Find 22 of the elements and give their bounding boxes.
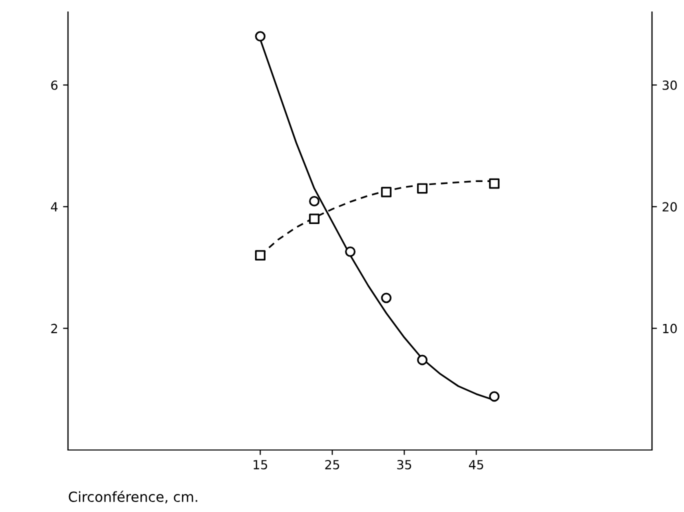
y2-tick-label: 30: [662, 80, 677, 90]
point: [489, 391, 500, 402]
point: [309, 196, 320, 206]
point: [381, 186, 392, 198]
x-axis-title: Circonférence, cm.: [68, 490, 198, 504]
x-tick-label: 35: [397, 460, 412, 470]
y2-tick-label: 10: [663, 324, 677, 334]
point: [417, 183, 428, 194]
x-tick-label: 15: [254, 460, 268, 470]
point: [489, 178, 500, 189]
point: [417, 354, 428, 366]
y-tick-label: 4: [50, 202, 58, 212]
point: [255, 31, 266, 42]
y-tick-label: 2: [51, 324, 58, 334]
point: [381, 292, 392, 304]
x-tick-label: 45: [468, 460, 484, 470]
y2-tick-label: 20: [662, 202, 677, 212]
x-tick-label: 25: [325, 460, 340, 470]
point: [255, 250, 266, 261]
point: [345, 246, 356, 257]
point: [309, 214, 320, 224]
y-tick-label: 6: [51, 80, 58, 90]
